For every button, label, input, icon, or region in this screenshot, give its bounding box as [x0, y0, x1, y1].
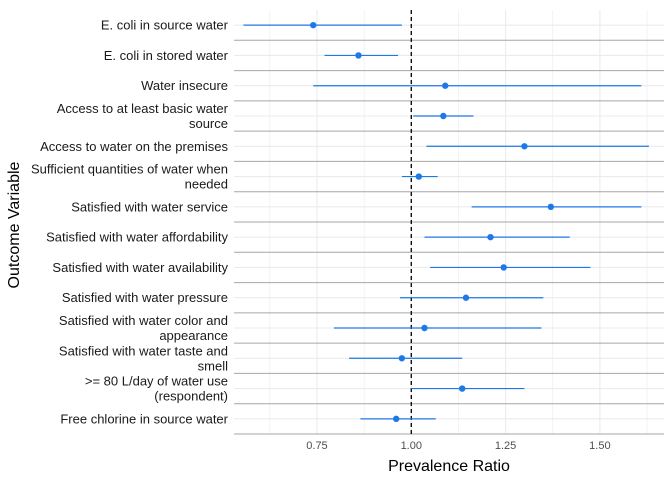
category-label-line: Satisfied with water taste and [59, 343, 228, 358]
category-label: Satisfied with water service [71, 199, 228, 214]
category-label-line: Free chlorine in source water [60, 411, 228, 426]
point-estimate [415, 173, 423, 180]
point-estimate [398, 355, 406, 362]
category-label-line: >= 80 L/day of water use [85, 374, 228, 389]
point-estimate [487, 233, 494, 241]
category-label-line: Satisfied with water pressure [62, 290, 228, 305]
x-tick-label: 1.00 [401, 440, 422, 452]
confidence-intervals [243, 24, 649, 420]
category-label: Water insecure [141, 78, 228, 93]
category-label-line: smell [198, 358, 228, 373]
y-category-labels: E. coli in source water E. coli in stored… [31, 18, 229, 427]
category-label-line: Sufficient quantities of water when [31, 162, 228, 177]
point-estimate [355, 52, 362, 59]
category-label: Access to water on the premises [40, 139, 228, 154]
category-label: E. coli in stored water [104, 48, 229, 63]
category-label: >= 80 L/day of water use (respondent) [85, 374, 228, 404]
x-tick-label: 1.25 [495, 440, 516, 452]
category-label: Access to at least basic water source [57, 101, 229, 131]
point-estimate [462, 294, 470, 301]
x-tick-label: 0.75 [306, 440, 327, 452]
category-label-line: Satisfied with water availability [52, 260, 228, 275]
category-label-line: Access to at least basic water [57, 101, 229, 116]
x-axis-title: Prevalence Ratio [388, 458, 510, 475]
point-estimate [521, 143, 528, 150]
category-label: Free chlorine in source water [60, 411, 228, 426]
category-label-line: appearance [159, 328, 228, 343]
category-label: E. coli in source water [101, 18, 229, 33]
category-label-line: E. coli in source water [101, 18, 229, 33]
point-estimate [459, 385, 466, 392]
point-estimate [421, 324, 428, 332]
category-label: Satisfied with water taste and smell [59, 343, 228, 373]
category-label-line: needed [185, 177, 228, 192]
category-label-line: Water insecure [141, 78, 228, 93]
point-estimate [442, 82, 449, 89]
category-label-line: Access to water on the premises [40, 139, 228, 154]
category-label-line: source [189, 116, 228, 131]
category-label: Satisfied with water pressure [62, 290, 228, 305]
point-estimate [440, 112, 447, 120]
point-estimate [310, 21, 317, 29]
x-tick-labels: 0.75 1.00 1.25 1.50 [306, 440, 610, 452]
point-estimate [392, 415, 400, 423]
category-label-line: Satisfied with water color and [59, 313, 228, 328]
category-label-line: Satisfied with water affordability [46, 230, 228, 245]
category-label: Satisfied with water affordability [46, 230, 228, 245]
point-estimate [547, 203, 555, 211]
row-separators [234, 39, 664, 435]
category-label: Sufficient quantities of water when neede… [31, 162, 228, 192]
category-label: Satisfied with water color and appearance [59, 313, 228, 343]
y-axis-title: Outcome Variable [6, 161, 23, 288]
point-estimates [310, 21, 555, 423]
category-label-line: (respondent) [154, 389, 228, 404]
category-label-line: E. coli in stored water [104, 48, 229, 63]
category-label-line: Satisfied with water service [71, 199, 228, 214]
category-label: Satisfied with water availability [52, 260, 228, 275]
point-estimate [500, 264, 507, 271]
x-tick-label: 1.50 [589, 440, 610, 452]
